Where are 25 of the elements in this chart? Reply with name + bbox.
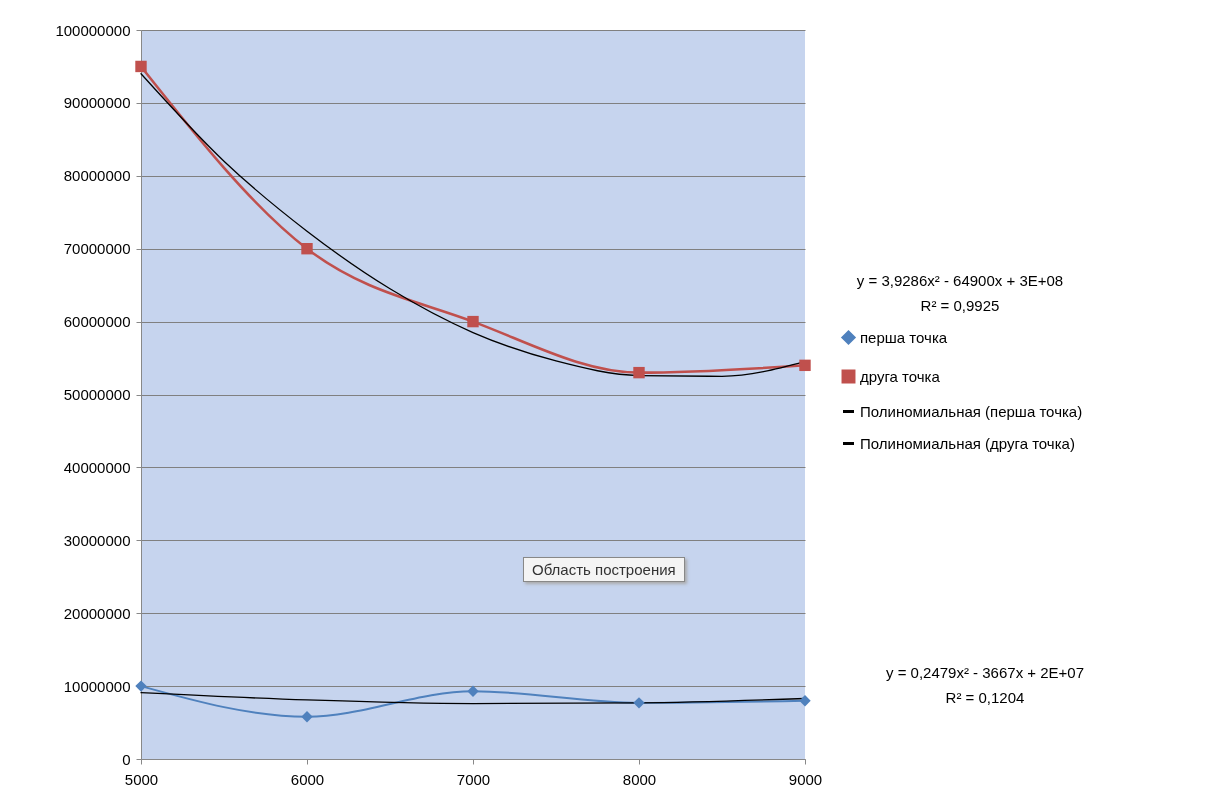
y-tick-label: 90000000 [63, 94, 131, 112]
y-tick-label: 80000000 [63, 167, 131, 185]
y-tick-label: 10000000 [63, 677, 131, 695]
y-tick-label: 70000000 [63, 240, 131, 258]
y-tick-label: 20000000 [63, 604, 131, 622]
y-tick-label: 40000000 [63, 458, 131, 476]
legend-label: друга точка [860, 367, 941, 385]
y-tick-label: 50000000 [63, 386, 131, 403]
x-tick-label: 8000 [622, 770, 657, 788]
text: y = 3,9286x² - 64900x + 3E+08 [856, 272, 1064, 289]
legend-label: Полиномиальная (перша точка) [860, 402, 1083, 420]
y-tick-label: 0 [122, 750, 131, 768]
legend-label: перша точка [860, 328, 948, 346]
y-tick-label: 30000000 [63, 531, 131, 549]
x-tick-label: 7000 [456, 770, 491, 788]
text: R² = 0,1204 [945, 689, 1025, 706]
legend-label: Полиномиальная (друга точка) [860, 434, 1075, 452]
annotation: Область построения [523, 557, 685, 582]
text: R² = 0,9925 [920, 297, 1000, 314]
x-tick-label: 6000 [290, 770, 325, 788]
x-tick-label: 5000 [124, 770, 159, 788]
text: y = 0,2479x² - 3667x + 2E+07 [885, 664, 1085, 681]
x-tick-label: 9000 [788, 770, 823, 788]
y-tick-label: 60000000 [63, 313, 131, 331]
y-tick-label: 100000000 [55, 21, 131, 39]
